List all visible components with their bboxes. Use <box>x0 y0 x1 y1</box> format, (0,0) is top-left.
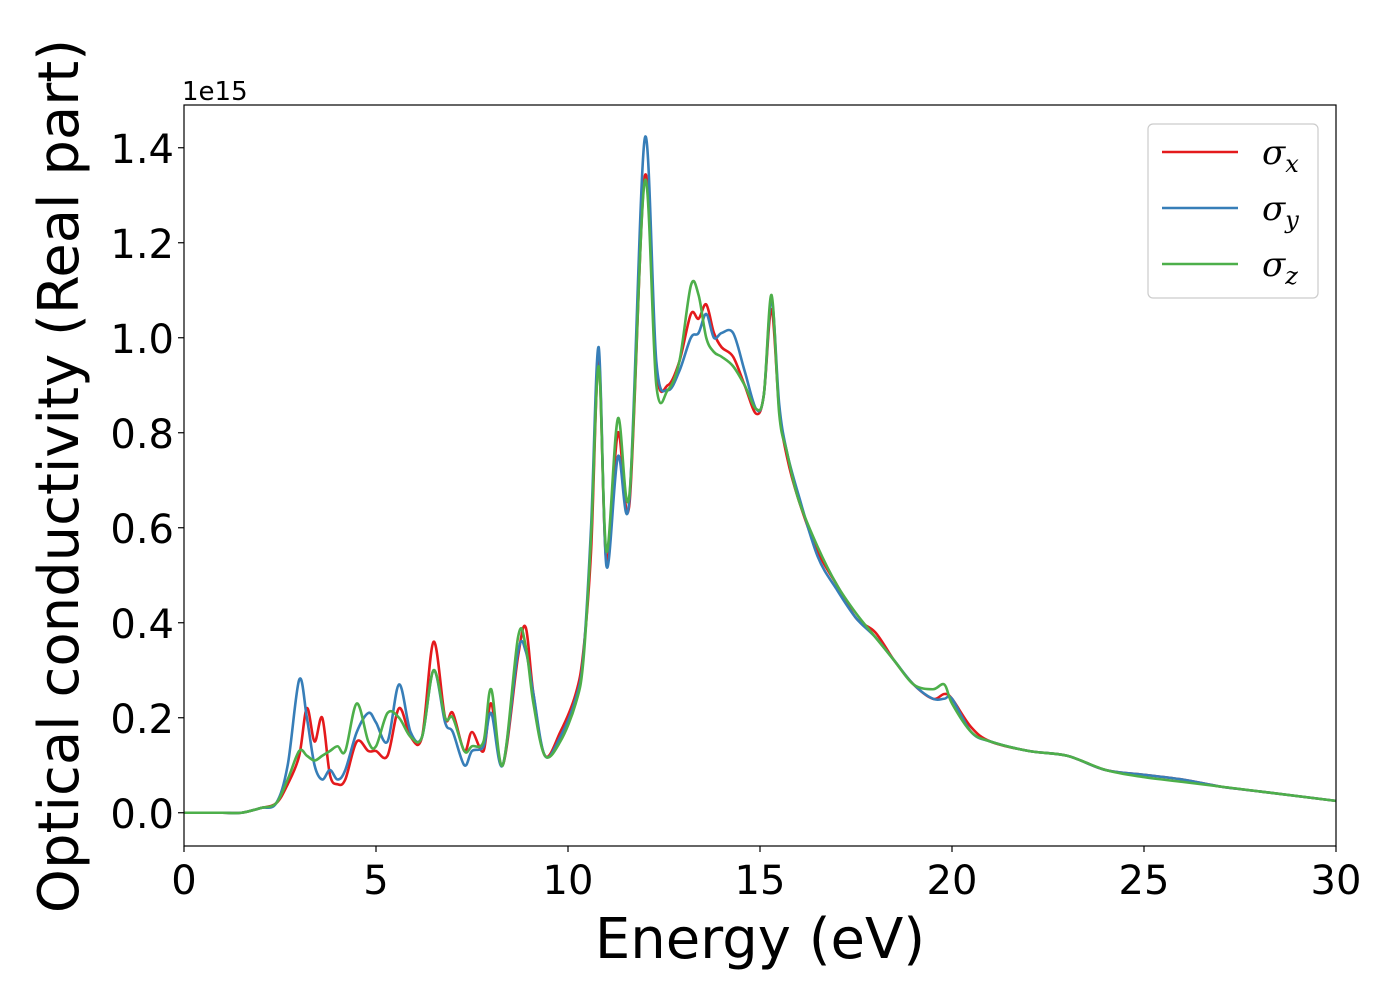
y-tick-label: 0.2 <box>110 697 174 743</box>
y-tick-label: 0.8 <box>110 412 174 458</box>
y-tick-label: 1.0 <box>110 317 174 363</box>
x-tick-label: 30 <box>1311 858 1362 904</box>
series-line-sigma-z <box>184 178 1336 815</box>
y-tick-label: 0.0 <box>110 792 174 838</box>
y-axis-label: Optical conductivity (Real part) <box>27 39 92 913</box>
x-axis-label: Energy (eV) <box>595 907 925 972</box>
x-tick-label: 15 <box>735 858 786 904</box>
y-tick-label: 1.4 <box>110 127 174 173</box>
series-layer <box>184 135 1336 815</box>
x-tick-label: 5 <box>363 858 388 904</box>
x-tick-label: 20 <box>927 858 978 904</box>
legend-box <box>1147 123 1319 299</box>
x-tick-label: 25 <box>1119 858 1170 904</box>
y-offset-label: 1e15 <box>182 77 248 107</box>
y-tick-label: 1.2 <box>110 222 174 268</box>
x-tick-label: 10 <box>543 858 594 904</box>
x-axis: 0 5 10 15 20 25 30 <box>171 846 1361 904</box>
y-tick-label: 0.6 <box>110 507 174 553</box>
y-tick-label: 0.4 <box>110 602 174 648</box>
x-tick-label: 0 <box>171 858 196 904</box>
y-axis: 0.0 0.2 0.4 0.6 0.8 1.0 1.2 1.4 <box>110 127 184 838</box>
